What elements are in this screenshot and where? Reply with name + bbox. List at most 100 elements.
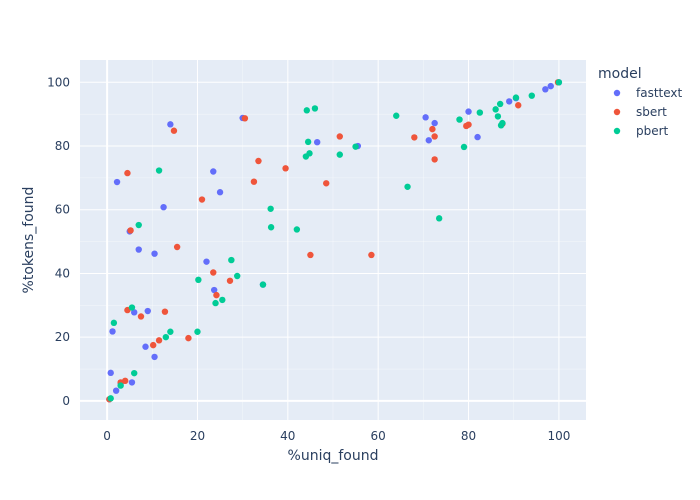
data-point-pbert[interactable] <box>131 369 138 377</box>
data-point-sbert[interactable] <box>137 313 145 320</box>
legend-item-sbert[interactable]: sbert <box>613 105 667 119</box>
data-point-fasttext[interactable] <box>135 246 142 253</box>
data-point-fasttext[interactable] <box>542 86 549 93</box>
data-point-pbert[interactable] <box>404 183 411 190</box>
data-point-pbert[interactable] <box>267 224 275 231</box>
data-point-pbert[interactable] <box>128 304 136 311</box>
data-point-sbert[interactable] <box>307 251 314 259</box>
data-point-pbert[interactable] <box>267 205 274 212</box>
legend-label-pbert: pbert <box>636 124 669 138</box>
legend-item-pbert[interactable]: pbert <box>613 124 669 138</box>
data-point-fasttext[interactable] <box>107 369 114 377</box>
data-point-pbert[interactable] <box>494 113 502 120</box>
data-point-pbert[interactable] <box>219 296 226 304</box>
legend-item-fasttext[interactable]: fasttext <box>613 86 683 100</box>
data-point-pbert[interactable] <box>311 105 319 112</box>
data-point-pbert[interactable] <box>460 143 468 151</box>
data-point-fasttext[interactable] <box>216 189 224 196</box>
data-point-fasttext[interactable] <box>210 286 218 294</box>
data-point-sbert[interactable] <box>282 165 289 172</box>
legend[interactable]: model fasttext sbert pbert <box>598 66 683 138</box>
data-point-pbert[interactable] <box>435 215 443 222</box>
data-point-pbert[interactable] <box>496 100 504 108</box>
data-point-pbert[interactable] <box>304 138 312 146</box>
data-point-sbert[interactable] <box>431 133 438 140</box>
data-point-fasttext[interactable] <box>465 108 472 115</box>
data-point-fasttext[interactable] <box>128 379 136 386</box>
data-point-fasttext[interactable] <box>313 138 321 146</box>
data-point-pbert[interactable] <box>492 106 499 113</box>
data-point-sbert[interactable] <box>121 377 129 385</box>
data-point-sbert[interactable] <box>465 121 472 128</box>
data-point-pbert[interactable] <box>336 151 343 158</box>
data-point-pbert[interactable] <box>293 226 301 233</box>
data-point-pbert[interactable] <box>476 109 484 116</box>
data-point-pbert[interactable] <box>456 116 463 123</box>
data-point-sbert[interactable] <box>515 102 522 109</box>
data-point-pbert[interactable] <box>512 94 520 101</box>
data-point-sbert[interactable] <box>336 133 343 140</box>
data-point-pbert[interactable] <box>155 167 163 174</box>
data-point-pbert[interactable] <box>306 150 313 157</box>
data-point-sbert[interactable] <box>241 115 249 122</box>
data-point-sbert[interactable] <box>127 227 134 234</box>
legend-items[interactable]: fasttext sbert pbert <box>613 86 683 138</box>
data-point-pbert[interactable] <box>352 143 359 150</box>
data-point-fasttext[interactable] <box>431 119 438 127</box>
data-point-sbert[interactable] <box>368 251 375 259</box>
data-point-pbert[interactable] <box>303 107 310 114</box>
data-point-sbert[interactable] <box>431 156 438 163</box>
data-point-pbert[interactable] <box>162 333 170 341</box>
data-point-pbert[interactable] <box>234 272 241 280</box>
data-point-fasttext[interactable] <box>422 114 429 121</box>
data-point-pbert[interactable] <box>228 256 235 264</box>
data-point-fasttext[interactable] <box>151 250 158 257</box>
data-point-sbert[interactable] <box>161 308 169 315</box>
data-point-sbert[interactable] <box>323 180 330 187</box>
data-point-fasttext[interactable] <box>131 309 138 316</box>
data-point-sbert[interactable] <box>429 125 436 133</box>
data-point-fasttext[interactable] <box>151 353 158 361</box>
data-point-sbert[interactable] <box>411 134 418 141</box>
data-point-pbert[interactable] <box>528 92 535 99</box>
data-point-sbert[interactable] <box>149 341 157 349</box>
data-point-sbert[interactable] <box>155 337 163 344</box>
data-point-pbert[interactable] <box>117 382 124 389</box>
data-point-sbert[interactable] <box>198 196 206 203</box>
data-point-sbert[interactable] <box>250 178 258 185</box>
y-tick-label: 60 <box>55 203 70 217</box>
data-point-fasttext[interactable] <box>210 168 217 175</box>
data-point-pbert[interactable] <box>195 276 202 284</box>
data-point-pbert[interactable] <box>135 221 142 229</box>
data-point-sbert[interactable] <box>213 291 220 299</box>
data-point-sbert[interactable] <box>255 157 262 165</box>
data-point-sbert[interactable] <box>185 334 192 342</box>
data-point-fasttext[interactable] <box>113 178 121 186</box>
data-point-pbert[interactable] <box>393 112 400 119</box>
data-point-sbert[interactable] <box>226 277 234 284</box>
data-point-fasttext[interactable] <box>112 387 120 394</box>
data-point-sbert[interactable] <box>173 243 181 251</box>
data-point-fasttext[interactable] <box>203 258 210 265</box>
data-point-fasttext[interactable] <box>474 133 481 141</box>
data-point-pbert[interactable] <box>212 299 219 307</box>
data-point-pbert[interactable] <box>499 119 506 127</box>
data-point-pbert[interactable] <box>110 319 118 327</box>
data-point-fasttext[interactable] <box>109 328 116 335</box>
data-point-fasttext[interactable] <box>547 82 554 90</box>
data-point-fasttext[interactable] <box>160 203 167 211</box>
data-point-pbert[interactable] <box>194 328 201 335</box>
data-point-pbert[interactable] <box>167 328 174 335</box>
data-point-fasttext[interactable] <box>144 307 151 315</box>
data-point-pbert[interactable] <box>107 395 114 402</box>
data-point-sbert[interactable] <box>210 269 217 276</box>
data-point-fasttext[interactable] <box>425 137 432 144</box>
data-point-fasttext[interactable] <box>167 121 174 128</box>
data-point-fasttext[interactable] <box>142 343 149 350</box>
data-point-sbert[interactable] <box>124 169 131 177</box>
data-point-pbert[interactable] <box>259 281 267 288</box>
data-point-pbert[interactable] <box>555 79 563 86</box>
data-point-sbert[interactable] <box>170 127 178 134</box>
data-point-fasttext[interactable] <box>505 98 513 105</box>
